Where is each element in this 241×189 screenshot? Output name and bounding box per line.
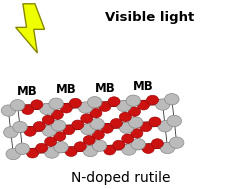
Text: Visible light: Visible light xyxy=(105,12,194,24)
Circle shape xyxy=(119,112,131,122)
Text: MB: MB xyxy=(17,84,38,98)
Circle shape xyxy=(31,100,43,109)
Polygon shape xyxy=(16,4,45,53)
Circle shape xyxy=(33,122,45,131)
Circle shape xyxy=(83,135,95,145)
Circle shape xyxy=(92,140,107,151)
Circle shape xyxy=(81,124,95,135)
Circle shape xyxy=(110,119,122,128)
Circle shape xyxy=(27,149,39,158)
Circle shape xyxy=(167,115,181,127)
Circle shape xyxy=(169,137,184,148)
Circle shape xyxy=(128,117,143,128)
Circle shape xyxy=(99,102,111,112)
Text: MB: MB xyxy=(133,80,154,93)
Circle shape xyxy=(54,132,66,141)
Circle shape xyxy=(151,139,163,148)
Circle shape xyxy=(74,142,86,151)
Circle shape xyxy=(36,143,48,153)
Circle shape xyxy=(165,94,179,105)
Circle shape xyxy=(108,97,120,106)
Circle shape xyxy=(117,100,131,112)
Circle shape xyxy=(131,129,143,138)
Circle shape xyxy=(101,124,113,133)
Circle shape xyxy=(158,121,172,132)
Circle shape xyxy=(113,140,125,150)
Circle shape xyxy=(81,114,93,123)
Circle shape xyxy=(155,99,170,110)
Circle shape xyxy=(147,95,159,105)
Circle shape xyxy=(49,98,63,109)
Circle shape xyxy=(78,102,93,113)
Circle shape xyxy=(10,100,25,111)
Circle shape xyxy=(72,120,84,129)
Circle shape xyxy=(63,125,75,135)
Circle shape xyxy=(90,118,104,130)
Circle shape xyxy=(1,105,16,116)
Circle shape xyxy=(65,147,77,156)
Text: MB: MB xyxy=(56,83,77,96)
Circle shape xyxy=(140,122,152,132)
Circle shape xyxy=(149,117,161,126)
Circle shape xyxy=(13,121,27,133)
Circle shape xyxy=(60,104,72,113)
Text: N-doped rutile: N-doped rutile xyxy=(71,171,170,185)
Circle shape xyxy=(42,115,54,125)
Circle shape xyxy=(87,97,102,108)
Circle shape xyxy=(51,120,66,131)
Text: MB: MB xyxy=(94,81,115,94)
Circle shape xyxy=(45,137,57,146)
Circle shape xyxy=(42,125,57,136)
Circle shape xyxy=(45,147,59,158)
Circle shape xyxy=(69,98,81,108)
Circle shape xyxy=(104,146,116,155)
Circle shape xyxy=(119,122,134,133)
Circle shape xyxy=(83,145,98,157)
Circle shape xyxy=(160,142,175,154)
Circle shape xyxy=(126,95,141,106)
Circle shape xyxy=(142,144,154,153)
Circle shape xyxy=(137,101,149,110)
Circle shape xyxy=(131,139,145,150)
Circle shape xyxy=(40,103,54,115)
Circle shape xyxy=(128,107,141,116)
Circle shape xyxy=(6,148,20,160)
Circle shape xyxy=(54,142,68,153)
Circle shape xyxy=(24,127,36,136)
Circle shape xyxy=(122,134,134,143)
Circle shape xyxy=(22,105,34,115)
Circle shape xyxy=(15,143,30,154)
Circle shape xyxy=(4,127,18,138)
Circle shape xyxy=(51,110,63,119)
Circle shape xyxy=(122,144,136,155)
Circle shape xyxy=(92,130,104,139)
Circle shape xyxy=(90,108,102,118)
